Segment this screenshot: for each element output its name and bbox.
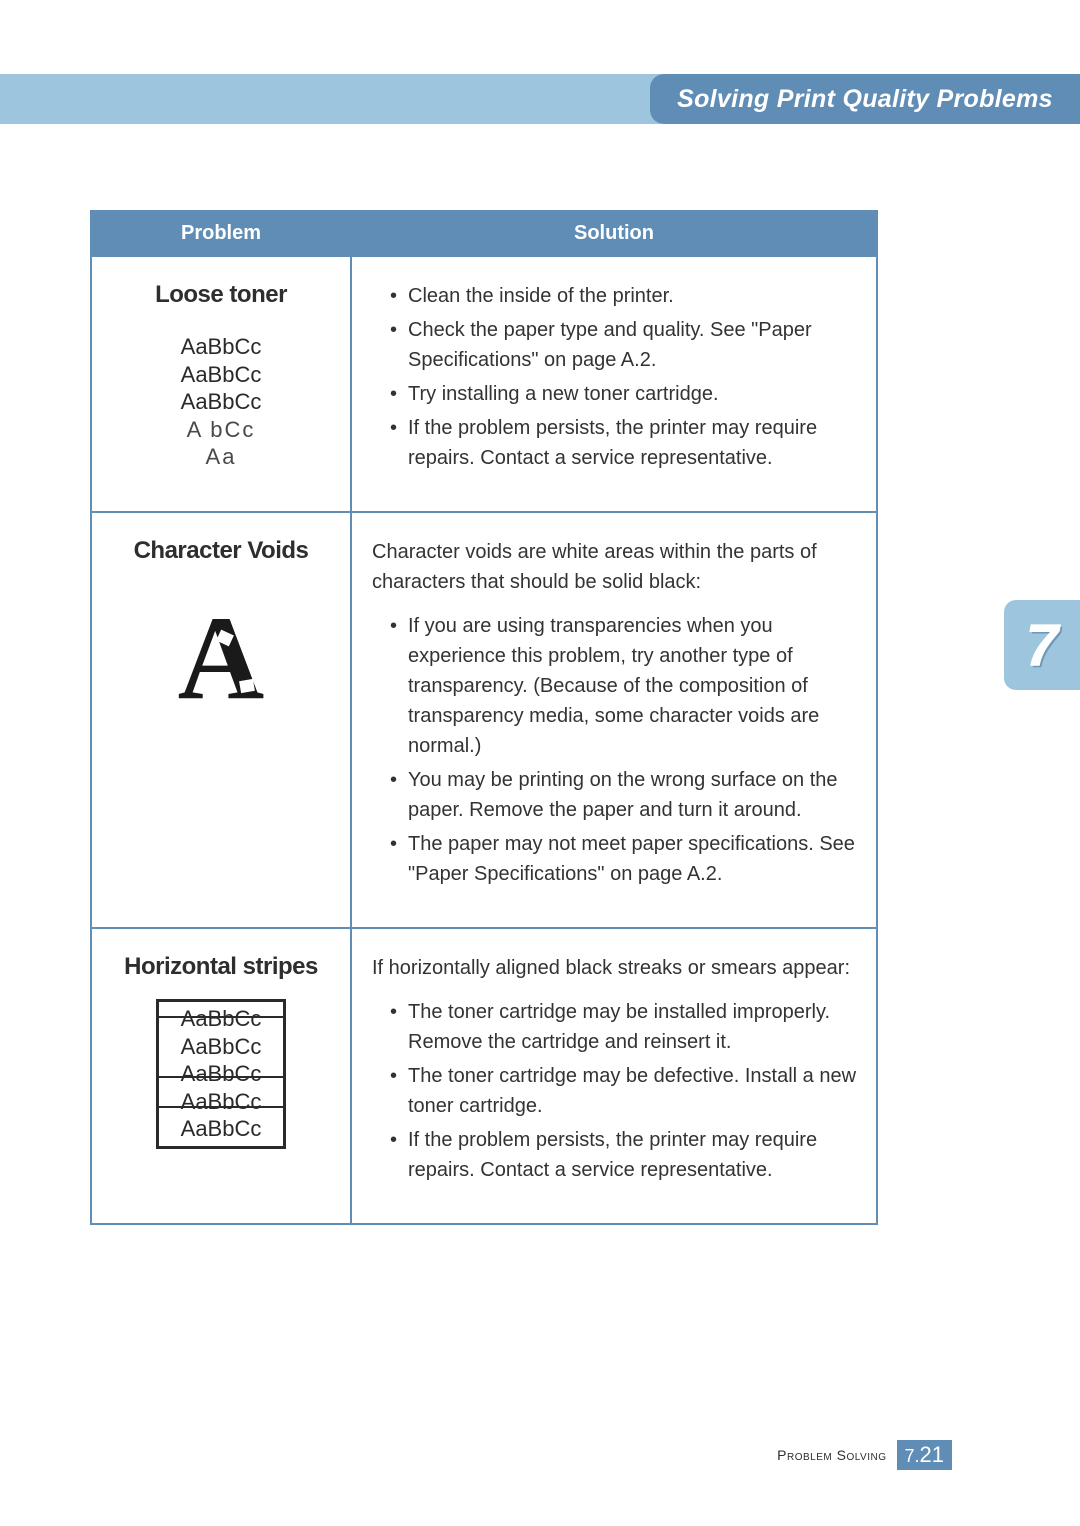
list-item: The toner cartridge may be defective. In… — [390, 1061, 856, 1121]
col-header-solution: Solution — [351, 211, 877, 256]
sample-line: AaBbCc — [181, 1115, 262, 1143]
sample-loose-toner: AaBbCc AaBbCc AaBbCc A bCc Aa — [156, 327, 286, 477]
solution-intro: Character voids are white areas within t… — [372, 537, 856, 597]
problem-cell: Character Voids A — [91, 512, 351, 928]
list-item: If the problem persists, the printer may… — [390, 413, 856, 473]
solution-cell: Character voids are white areas within t… — [351, 512, 877, 928]
list-item: The paper may not meet paper specificati… — [390, 829, 856, 889]
sample-line: AaBbCc — [181, 1088, 262, 1116]
problems-table: Problem Solution Loose toner AaBbCc AaBb… — [90, 210, 878, 1225]
page-prefix: 7. — [905, 1446, 920, 1466]
list-item: If the problem persists, the printer may… — [390, 1125, 856, 1185]
table-row: Horizontal stripes AaBbCc AaBbCc AaBbCc … — [91, 928, 877, 1224]
chapter-tab: 7 — [1004, 600, 1080, 690]
chapter-number: 7 — [1026, 612, 1058, 679]
list-item: Check the paper type and quality. See "P… — [390, 315, 856, 375]
stripe-mark — [159, 1106, 283, 1108]
sample-line: AaBbCc — [181, 388, 262, 416]
solution-list: The toner cartridge may be installed imp… — [372, 997, 856, 1185]
header-stripe-right: Solving Print Quality Problems — [650, 74, 1080, 124]
solution-list: Clean the inside of the printer. Check t… — [372, 281, 856, 473]
table-row: Loose toner AaBbCc AaBbCc AaBbCc A bCc A… — [91, 256, 877, 512]
sample-line: AaBbCc — [181, 1060, 262, 1088]
problem-name: Loose toner — [112, 281, 330, 309]
solution-list: If you are using transparencies when you… — [372, 611, 856, 889]
sample-line: Aa — [206, 443, 237, 471]
header-stripe-left — [0, 74, 662, 124]
sample-horizontal-stripes: AaBbCc AaBbCc AaBbCc AaBbCc AaBbCc — [156, 999, 286, 1149]
col-header-problem: Problem — [91, 211, 351, 256]
sample-line: AaBbCc — [181, 1005, 262, 1033]
solution-intro: If horizontally aligned black streaks or… — [372, 953, 856, 983]
list-item: Clean the inside of the printer. — [390, 281, 856, 311]
header-stripe: Solving Print Quality Problems — [0, 74, 1080, 124]
table-row: Character Voids A Character voids are wh… — [91, 512, 877, 928]
sample-character-voids: A — [156, 583, 286, 733]
solution-cell: If horizontally aligned black streaks or… — [351, 928, 877, 1224]
list-item: You may be printing on the wrong surface… — [390, 765, 856, 825]
list-item: The toner cartridge may be installed imp… — [390, 997, 856, 1057]
sample-line: A bCc — [187, 416, 256, 444]
sample-line: AaBbCc — [181, 333, 262, 361]
page-footer: Problem Solving 7.21 — [777, 1440, 952, 1470]
problem-name: Horizontal stripes — [112, 953, 330, 981]
sample-letter: A — [178, 598, 265, 718]
void-mark — [239, 679, 255, 693]
problem-name: Character Voids — [112, 537, 330, 565]
page-body: Problem Solution Loose toner AaBbCc AaBb… — [90, 210, 878, 1225]
footer-label: Problem Solving — [777, 1447, 886, 1463]
footer-page: 7.21 — [897, 1440, 953, 1470]
section-title: Solving Print Quality Problems — [677, 85, 1053, 114]
sample-line: AaBbCc — [181, 361, 262, 389]
list-item: If you are using transparencies when you… — [390, 611, 856, 761]
list-item: Try installing a new toner cartridge. — [390, 379, 856, 409]
sample-line: AaBbCc — [181, 1033, 262, 1061]
page-number: 21 — [920, 1442, 944, 1467]
problem-cell: Horizontal stripes AaBbCc AaBbCc AaBbCc … — [91, 928, 351, 1224]
problem-cell: Loose toner AaBbCc AaBbCc AaBbCc A bCc A… — [91, 256, 351, 512]
solution-cell: Clean the inside of the printer. Check t… — [351, 256, 877, 512]
letter-glyph: A — [178, 591, 265, 724]
